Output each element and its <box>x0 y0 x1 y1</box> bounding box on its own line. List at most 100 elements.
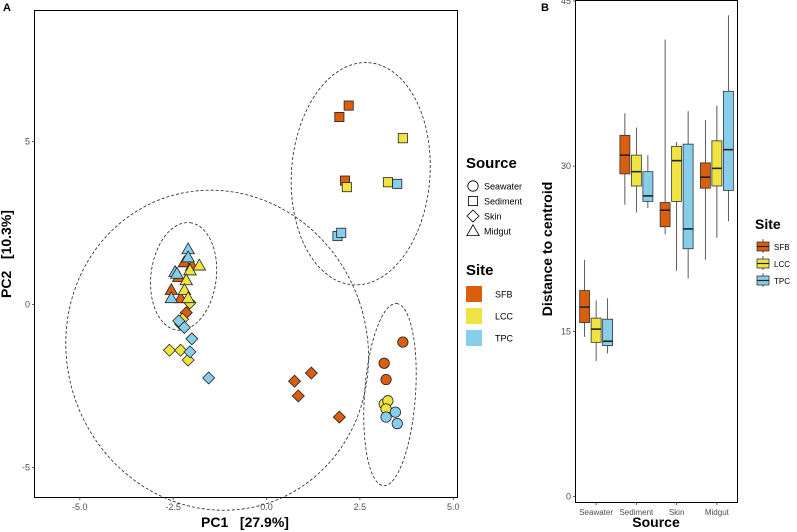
legend-shape-midgut <box>466 223 480 237</box>
point-skin-sfb <box>291 389 305 403</box>
point-skin-tpc <box>172 314 186 328</box>
b-y-tick-label: 15 <box>561 326 571 336</box>
b-x-axis-ticks: Seawater Sediment Skin Midgut <box>579 502 730 517</box>
point-midgut-lcc <box>192 258 207 271</box>
x-axis-title: PC1 [27.9%] <box>201 514 289 530</box>
y-axis-title: PC2 [10.3%] <box>0 210 14 298</box>
y-tick-label: -5 <box>22 463 30 473</box>
box-seawater-tpc <box>602 298 614 354</box>
legend-b-label: LCC <box>774 260 790 269</box>
point-sediment-lcc <box>382 177 393 188</box>
panel-a: A -5.0 -2.5 0.0 2.5 5.0 -5 0 5 PC1 [27.9%] PC2… <box>0 2 523 530</box>
legend-shape-seawater <box>467 180 479 192</box>
scatter-points <box>162 100 409 430</box>
box-midgut-sfb <box>699 119 711 260</box>
box-body <box>699 162 711 189</box>
b-x-tick-label: Seawater <box>579 508 613 517</box>
legend-source-label: Seawater <box>484 182 522 192</box>
panel-b-label: B <box>541 2 549 14</box>
point-skin-tpc <box>183 345 197 359</box>
legend-site-label: TPC <box>495 334 514 344</box>
legend-b-label: SFB <box>774 243 790 252</box>
legend-site: Site SFB LCC TPC <box>466 262 514 346</box>
box-body <box>671 145 683 202</box>
point-seawater-tpc <box>380 411 392 423</box>
point-skin-tpc <box>185 332 199 346</box>
box-seawater-sfb <box>579 259 591 337</box>
y-tick-label: 0 <box>25 300 30 310</box>
legend-swatch-lcc <box>466 308 482 324</box>
x-axis-ticks: -5.0 -2.5 0.0 2.5 5.0 <box>72 497 460 512</box>
box-body <box>642 171 654 202</box>
panel-b: B Seawater Sediment Skin Midgut 0 15 30 45 Sou… <box>539 0 790 530</box>
box-midgut-lcc <box>711 105 723 238</box>
box-sediment-tpc <box>642 155 654 209</box>
legend-site-b-title: Site <box>755 216 781 232</box>
y-tick-label: 5 <box>25 136 30 146</box>
b-y-tick-label: 45 <box>561 0 571 6</box>
box-body <box>659 202 671 228</box>
ellipse-skin <box>65 189 369 511</box>
box-body <box>682 143 694 250</box>
box-midgut-tpc <box>722 15 734 222</box>
point-midgut-lcc <box>177 282 192 295</box>
box-body <box>590 317 602 343</box>
x-tick-label: 0.0 <box>260 502 273 512</box>
box-body <box>630 154 642 187</box>
point-midgut-tpc <box>164 291 179 304</box>
x-tick-label: -5.0 <box>72 502 88 512</box>
b-x-axis-title: Source <box>632 514 680 530</box>
point-seawater-sfb <box>378 357 390 369</box>
box-plots <box>579 15 734 362</box>
panel-a-label: A <box>3 2 11 14</box>
plot-b-frame <box>575 0 738 503</box>
legend-source-label: Midgut <box>484 227 512 237</box>
legend-b-key-lcc <box>756 256 770 270</box>
box-skin-sfb <box>659 39 671 235</box>
x-tick-label: -2.5 <box>165 502 181 512</box>
point-midgut-lcc <box>179 273 194 286</box>
legend-b-label: TPC <box>774 277 790 286</box>
box-sediment-sfb <box>619 113 631 205</box>
point-midgut-lcc <box>181 291 196 304</box>
b-y-tick-label: 0 <box>566 491 571 501</box>
b-y-axis-title: Distance to centroid <box>539 182 555 317</box>
legend-source-label: Sediment <box>484 197 523 207</box>
legend-site-title: Site <box>466 262 494 279</box>
point-sediment-lcc <box>397 133 408 144</box>
x-tick-label: 2.5 <box>354 502 367 512</box>
legend-source: Source Seawater Sediment Skin Midgut <box>466 155 523 237</box>
legend-shape-skin <box>466 209 480 223</box>
point-sediment-sfb <box>343 100 354 111</box>
box-skin-tpc <box>682 111 694 279</box>
x-tick-label: 5.0 <box>447 502 460 512</box>
ellipse-sediment <box>290 62 431 286</box>
point-sediment-sfb <box>334 112 345 123</box>
b-x-tick-label: Sediment <box>619 508 654 517</box>
legend-swatch-tpc <box>466 330 482 346</box>
point-skin-tpc <box>202 371 216 385</box>
point-seawater-sfb <box>380 373 392 386</box>
point-midgut-lcc <box>183 263 197 276</box>
b-y-axis-ticks: 0 15 30 45 <box>561 0 576 501</box>
box-sediment-lcc <box>630 127 642 213</box>
legend-b-key-sfb <box>756 239 770 253</box>
point-midgut-tpc <box>170 266 184 279</box>
legend-swatch-sfb <box>466 286 482 302</box>
point-sediment-tpc <box>392 178 403 189</box>
b-x-tick-label: Skin <box>669 508 685 517</box>
point-seawater-sfb <box>397 336 409 348</box>
point-skin-lcc <box>162 343 177 357</box>
point-sediment-tpc <box>336 227 347 238</box>
cluster-ellipses <box>65 62 431 511</box>
box-body <box>602 318 614 347</box>
b-x-tick-label: Midgut <box>705 508 730 517</box>
b-y-tick-label: 30 <box>561 161 571 171</box>
y-axis-ticks: -5 0 5 <box>22 136 35 473</box>
legend-site-label: SFB <box>495 290 513 300</box>
legend-source-title: Source <box>466 155 517 172</box>
point-skin-lcc <box>174 343 188 357</box>
point-midgut-tpc <box>181 250 196 263</box>
legend-shape-sediment <box>467 195 478 206</box>
